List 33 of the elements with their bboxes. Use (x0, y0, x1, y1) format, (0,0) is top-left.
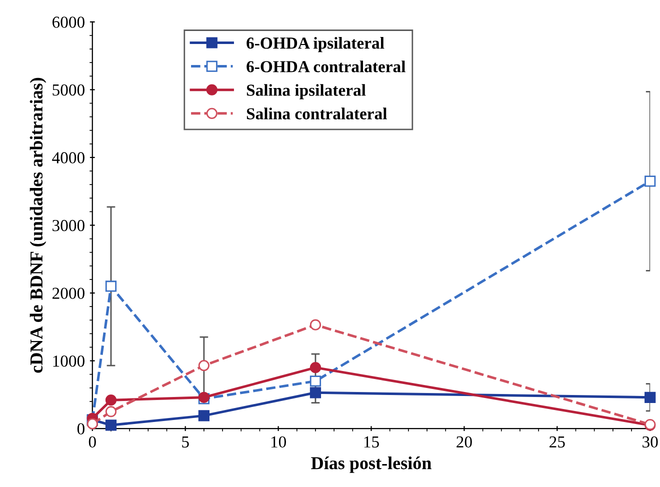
point (310, 319, 322, 330)
legend-label: Salina ipsilateral (246, 84, 366, 100)
x-tick-label: 20 (456, 436, 472, 448)
x-tick-label: 10 (271, 436, 286, 448)
x-tick-label: 0 (88, 436, 96, 448)
y-tick-label: 6000 (52, 16, 84, 28)
point (644, 392, 656, 403)
legend-label: 6-OHDA contralateral (246, 60, 406, 72)
y-tick-label: 1000 (53, 355, 84, 367)
x-tick-label: 5 (182, 436, 189, 448)
point (310, 376, 322, 387)
point (644, 176, 656, 187)
point (105, 420, 117, 431)
point (198, 410, 210, 422)
y-tick-label: 2000 (52, 288, 84, 299)
x-tick-label: 30 (642, 436, 658, 448)
y-tick-label: 5000 (52, 84, 84, 96)
point (198, 360, 210, 372)
point (105, 394, 117, 406)
legend-label: 6-OHDA ipsilateral (246, 37, 384, 52)
y-axis-title: cDNA de BDNF (unidades arbitrarias) (30, 78, 46, 373)
point (310, 362, 322, 374)
legend-label: Salina contralateral (246, 108, 387, 120)
point (105, 406, 117, 418)
point (105, 280, 117, 292)
x-tick-label: 15 (364, 436, 379, 448)
y-tick-label: 3000 (52, 220, 84, 232)
x-axis-title: Días post-lesión (311, 456, 432, 473)
point (310, 387, 322, 398)
point (86, 418, 98, 430)
y-tick-label: 4000 (52, 152, 84, 164)
x-tick-label: 25 (550, 436, 565, 448)
y-tick-label: 0 (77, 423, 84, 435)
